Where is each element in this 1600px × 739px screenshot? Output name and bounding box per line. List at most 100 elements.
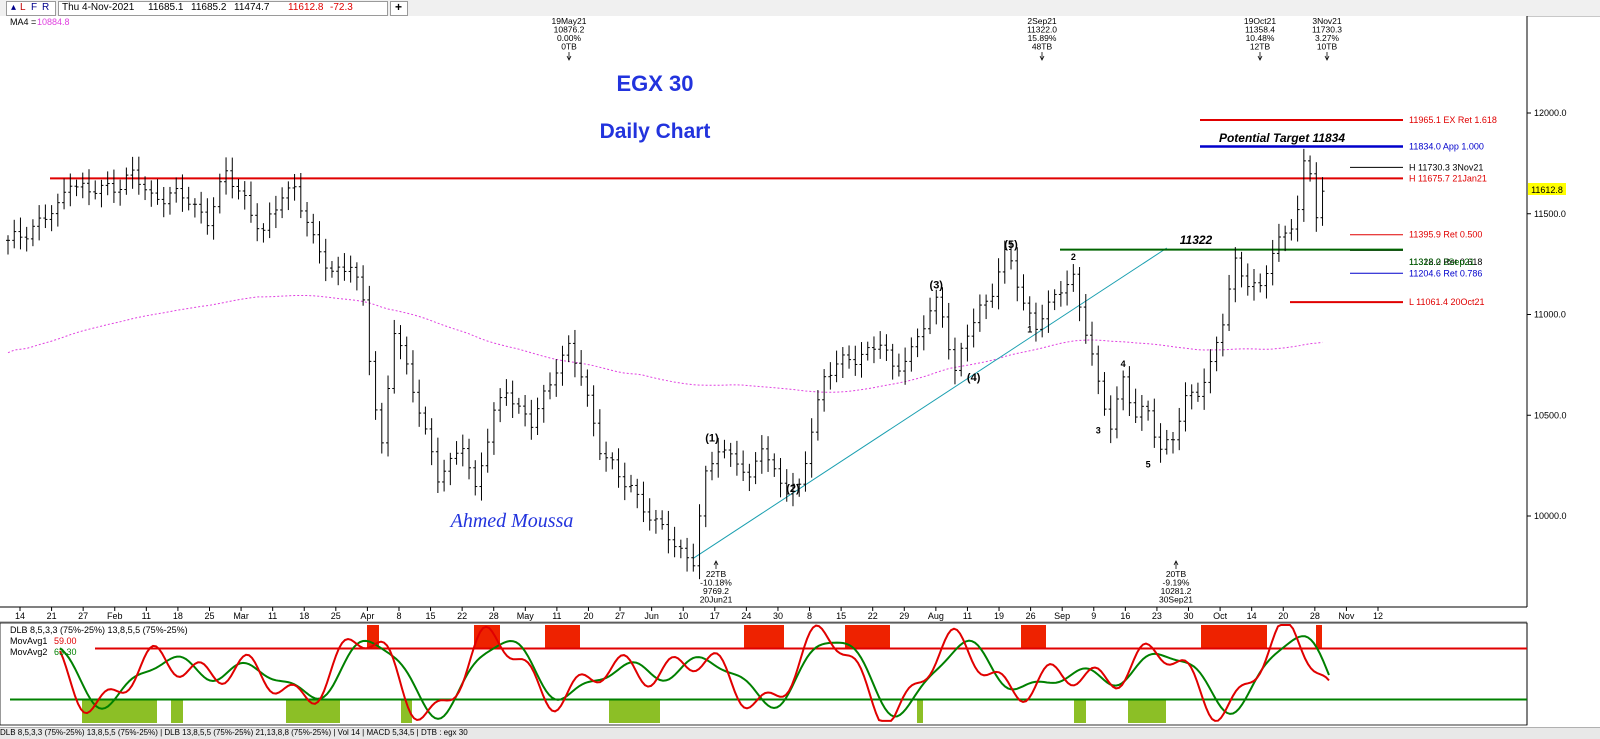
x-tick-label: 12 (1373, 611, 1383, 621)
author-watermark: Ahmed Moussa (449, 510, 574, 532)
price-bar (423, 406, 428, 435)
down-arrow-icon (1039, 55, 1045, 61)
x-tick-label: 11 (963, 611, 972, 621)
price-bar (697, 504, 702, 580)
price-bar (1214, 336, 1219, 372)
price-bar (641, 481, 646, 523)
price-bar (591, 385, 596, 437)
price-bar (479, 452, 484, 501)
price-bar (1239, 251, 1244, 288)
price-bar (1295, 195, 1300, 242)
current-price-marker (1528, 183, 1566, 195)
x-tick-label: 15 (426, 611, 436, 621)
add-pane-box[interactable] (390, 1, 408, 16)
price-bar (199, 191, 204, 224)
price-bar (429, 418, 434, 466)
wave-label: 5 (1146, 460, 1151, 470)
price-bar (691, 543, 696, 572)
price-bar (996, 258, 1001, 310)
price-bar (192, 198, 197, 218)
price-bar (74, 179, 79, 197)
flag-r[interactable]: R (42, 2, 50, 13)
x-tick-label: 10 (678, 611, 688, 621)
price-bar (99, 179, 104, 208)
price-bar (597, 409, 602, 461)
price-bar (971, 308, 976, 348)
price-bar (454, 441, 459, 465)
price-bar (1146, 400, 1151, 421)
wave-label: 3 (1096, 425, 1101, 435)
price-bar (236, 178, 241, 200)
chart-canvas[interactable]: 11965.1 EX Ret 1.618 11834.0 App 1.000 H 1… (0, 16, 1600, 727)
price-bar (566, 335, 571, 363)
x-tick-label: 11 (268, 611, 277, 621)
oversold-zone (82, 699, 157, 723)
x-tick-label: 14 (1247, 611, 1257, 621)
price-bar (186, 186, 191, 211)
x-tick-label: 20 (1278, 611, 1288, 621)
price-bar (342, 253, 347, 281)
price-bar (1033, 302, 1038, 342)
price-bar (1301, 148, 1306, 222)
price-bar (1227, 274, 1232, 332)
movavg2-line (59, 635, 1330, 720)
oversold-zone (609, 699, 660, 723)
bar-open: 11685.1 (148, 2, 184, 13)
price-bar (1121, 370, 1126, 411)
price-bar (1289, 219, 1294, 241)
level-label: 11834.0 App 1.000 (1409, 141, 1484, 151)
oversold-zone (1074, 699, 1086, 723)
chart-flags-box[interactable] (6, 1, 56, 16)
price-bar (778, 458, 783, 498)
price-bar (809, 418, 814, 478)
price-bar (55, 193, 60, 227)
price-bar (1308, 155, 1313, 182)
annotation-line: 3.27% (1315, 33, 1340, 43)
price-bar (772, 453, 777, 477)
flag-l[interactable]: L (20, 2, 26, 13)
overbought-zone (744, 625, 784, 649)
overbought-zone (1316, 625, 1322, 649)
bottom-tabs-bar[interactable]: DLB 8,5,3,3 (75%-25%) 13,8,5,5 (75%-25%)… (0, 727, 1600, 739)
x-tick-label: 18 (173, 611, 183, 621)
movavg1-line (59, 624, 1330, 722)
price-bar (367, 285, 372, 376)
price-bar (498, 388, 503, 423)
x-tick-label: 29 (899, 611, 909, 621)
price-bar (629, 474, 633, 493)
price-bar (86, 169, 91, 206)
price-bars-layer (6, 148, 1325, 580)
overbought-zone (1021, 625, 1046, 649)
annotation-line: 19May21 (552, 16, 587, 26)
price-bar (977, 294, 982, 332)
oversold-zone (401, 699, 412, 723)
price-bar (130, 156, 135, 189)
flag-f[interactable]: F (31, 2, 38, 13)
price-bar (273, 195, 278, 229)
price-bar (124, 167, 129, 195)
price-bar (1195, 382, 1200, 402)
price-bar (329, 261, 334, 278)
bottom-tabs-text[interactable]: DLB 8,5,3,3 (75%-25%) 13,8,5,5 (75%-25%)… (0, 728, 468, 737)
price-bar (766, 436, 771, 472)
ohlc-readout-box (58, 1, 388, 16)
price-bar (473, 460, 478, 496)
oversold-zone (171, 699, 183, 723)
price-bar (803, 451, 808, 492)
indicator-layer (10, 624, 1527, 723)
price-bar (554, 359, 559, 397)
annotation-line: 19Oct21 (1244, 16, 1276, 26)
price-bar (959, 342, 964, 377)
price-bar (672, 526, 677, 558)
level-label: 11318.2 Ret 0.618 (1409, 257, 1482, 267)
price-bar (255, 203, 260, 242)
price-bar (1320, 177, 1325, 226)
price-bar (1090, 321, 1095, 366)
level-label: H 11730.3 3Nov21 (1409, 162, 1483, 172)
annotation-line: 10TB (1317, 42, 1338, 52)
add-pane-button[interactable]: + (395, 0, 403, 14)
ma-layer (7, 295, 1323, 393)
price-bar (884, 334, 889, 361)
annotation-line: 3Nov21 (1312, 16, 1342, 26)
